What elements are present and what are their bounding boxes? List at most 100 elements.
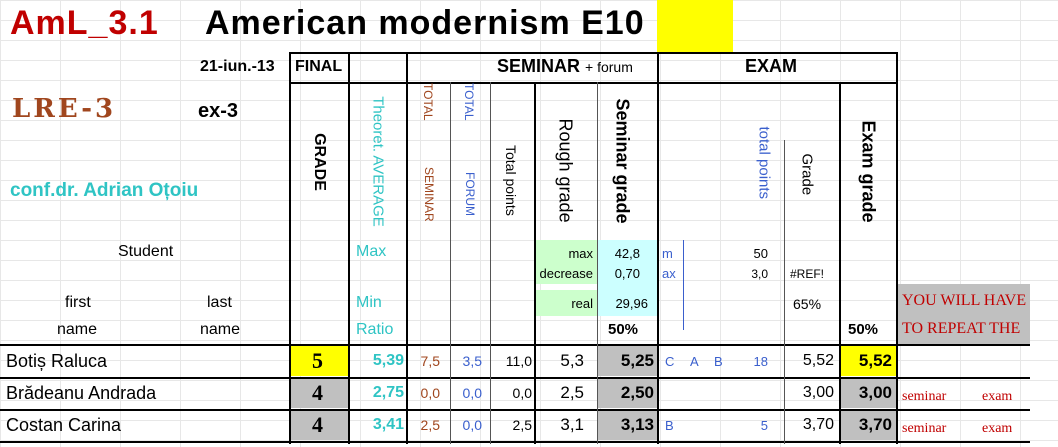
final-label: FINAL xyxy=(295,58,343,75)
col-header-seminar-grade: Seminar grade xyxy=(612,98,633,224)
col-exam-left xyxy=(657,52,659,444)
total-seminar: 0,0 xyxy=(420,385,440,401)
final-grade: 4 xyxy=(312,412,323,437)
total-seminar: 7,5 xyxy=(420,353,440,369)
decrease-param-value: 0,70 xyxy=(614,266,640,281)
date-cell: 21-iun.-13 xyxy=(200,58,275,75)
last-label: last xyxy=(207,294,232,311)
col-header-exam-grade: Exam grade xyxy=(858,120,879,223)
col-header-exam-total-points: total points xyxy=(755,126,773,200)
repeat-seminar: seminar xyxy=(902,421,947,436)
min-label: Min xyxy=(356,294,382,311)
repeat-exam: exam xyxy=(982,389,1013,404)
max-param-label: max xyxy=(568,246,593,261)
col-seminar-left xyxy=(406,52,408,444)
col-header-exam-grade-small: Grade xyxy=(798,153,816,196)
row3-grade-bg xyxy=(290,410,348,440)
rough-grade: 3,1 xyxy=(560,415,584,434)
seminar-label: SEMINAR + forum xyxy=(497,56,633,77)
ref-error: #REF! xyxy=(790,267,825,281)
max-label: Max xyxy=(356,243,387,260)
row2-examgrade-bg xyxy=(840,378,896,408)
row1-bottom-line xyxy=(0,377,1030,379)
max-value-bg xyxy=(597,240,657,284)
seminar-main: SEMINAR xyxy=(497,56,581,76)
real-param-label: real xyxy=(571,296,593,311)
total-points: 11,0 xyxy=(505,353,532,369)
seminar-grade: 5,25 xyxy=(620,351,654,370)
exam-final-grade: 5,52 xyxy=(858,351,892,370)
total-forum: 0,0 xyxy=(462,385,482,401)
row2-grade-bg xyxy=(290,378,348,408)
max-bg xyxy=(535,240,597,262)
col-final-left xyxy=(289,52,291,444)
exam-points: 5 xyxy=(760,418,768,433)
course-title: American modernism E10 xyxy=(205,4,645,42)
exam-answer-1: B xyxy=(665,418,674,433)
col-sep-4 xyxy=(683,240,684,330)
teacher-name: conf.dr. Adrian Oțoiu xyxy=(10,180,199,201)
total-seminar: 2,5 xyxy=(420,417,440,433)
exam-answer-3: B xyxy=(714,354,723,369)
total-forum: 3,5 xyxy=(462,353,482,369)
col-header-total-points: Total points xyxy=(503,145,519,216)
col-header-grade: GRADE xyxy=(311,133,328,191)
ex-label: ex-3 xyxy=(198,100,239,122)
row2-semgrade-bg xyxy=(597,378,657,408)
total-points: 2,5 xyxy=(512,417,532,433)
decrease-param-label: decrease xyxy=(539,266,593,281)
exam-decrease: 3,0 xyxy=(751,267,768,281)
course-code: AmL_3.1 xyxy=(10,4,159,42)
theoret-average: 2,75 xyxy=(372,384,404,401)
student-name: Botiș Raluca xyxy=(6,351,108,371)
final-grade: 5 xyxy=(312,348,323,373)
pct50-seminar: 50% xyxy=(608,321,639,338)
col-rough-left xyxy=(534,82,536,444)
col-header-total-forum-b: FORUM xyxy=(463,172,477,216)
real-bg xyxy=(535,290,597,316)
seminar-grade: 2,50 xyxy=(620,383,654,402)
name-label-2: name xyxy=(200,321,241,338)
row1-semgrade-bg xyxy=(597,346,657,376)
col-exam-right xyxy=(896,52,898,444)
max-param-value: 42,8 xyxy=(614,246,640,261)
row2-bottom-line xyxy=(0,409,1030,411)
exam-grade-value: 3,70 xyxy=(802,416,834,433)
seminar-sub: + forum xyxy=(585,59,633,75)
ax-label: ax xyxy=(662,266,676,281)
first-label: first xyxy=(65,294,91,311)
total-points: 0,0 xyxy=(512,385,532,401)
col-sep-5 xyxy=(784,140,785,444)
col-sep-1 xyxy=(450,82,451,444)
student-name: Brădeanu Andrada xyxy=(6,383,157,403)
col-examgrade-left xyxy=(839,82,841,444)
col-header-total-forum-a: TOTAL xyxy=(462,83,476,121)
seminar-grade: 3,13 xyxy=(620,415,654,434)
final-grade: 4 xyxy=(312,380,323,405)
row3-examgrade-bg xyxy=(840,410,896,440)
real-param-value: 29,96 xyxy=(615,296,648,311)
exam-grade-value: 5,52 xyxy=(802,352,834,369)
decrease-bg xyxy=(535,262,597,284)
exam-grade-value: 3,00 xyxy=(802,384,834,401)
col-header-rough-grade: Rough grade xyxy=(555,118,576,223)
row1-grade-bg xyxy=(290,346,348,376)
repeat-exam: exam xyxy=(982,421,1013,436)
name-label-1: name xyxy=(57,321,98,338)
col-sep-2 xyxy=(490,82,491,444)
warning-bg xyxy=(898,284,1030,344)
row3-semgrade-bg xyxy=(597,410,657,440)
pct65: 65% xyxy=(793,296,822,312)
col-header-total-seminar-a: TOTAL xyxy=(421,83,435,121)
col-sep-3 xyxy=(597,82,598,444)
ratio-label: Ratio xyxy=(356,321,394,338)
m-label: m xyxy=(662,246,673,261)
exam-answer-2: A xyxy=(690,354,699,369)
row1-examgrade-bg xyxy=(840,346,896,376)
pct50-exam: 50% xyxy=(848,321,879,338)
theoret-average: 3,41 xyxy=(372,416,404,433)
lre-label: LRE-3 xyxy=(12,94,117,124)
title-highlight xyxy=(657,0,733,52)
repeat-seminar: seminar xyxy=(902,389,947,404)
col-header-theoret: Theoret. AVERAGE xyxy=(369,96,387,227)
